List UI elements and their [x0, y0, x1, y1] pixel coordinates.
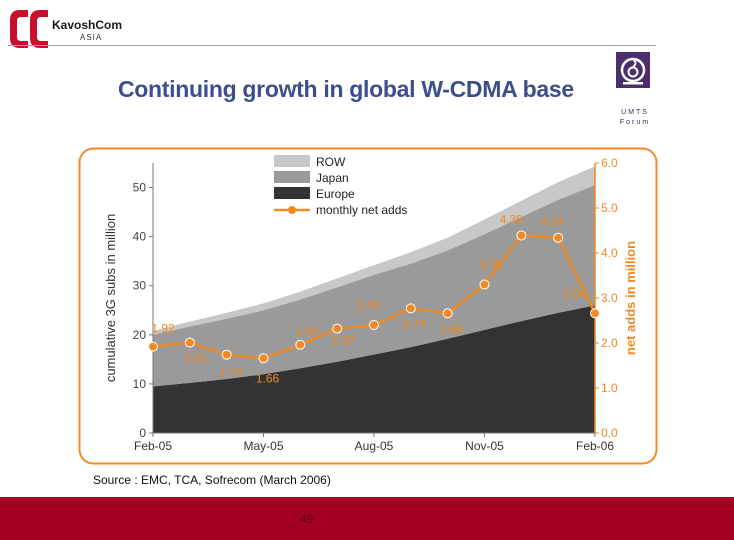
net-adds-point — [553, 232, 564, 243]
area-layer — [153, 166, 595, 433]
net-adds-point — [516, 230, 527, 241]
left-tick-label: 0 — [139, 426, 146, 440]
right-tick-label: 3.0 — [601, 291, 618, 305]
right-tick-label: 0.0 — [601, 426, 618, 440]
net-adds-data-label: 1.96 — [295, 324, 319, 338]
logo-subtitle: ASIA — [80, 33, 103, 42]
legend-swatch-europe — [274, 187, 310, 199]
net-adds-point — [221, 349, 232, 360]
legend-swatch-marker — [288, 206, 296, 214]
right-tick-label: 2.0 — [601, 336, 618, 350]
page-number: 49 — [300, 512, 314, 526]
net-adds-data-label: 2.66 — [563, 286, 587, 300]
slide-title: Continuing growth in global W-CDMA base — [118, 76, 574, 102]
source-note: Source : EMC, TCA, Sofrecom (March 2006) — [93, 473, 331, 487]
axes-layer: 0 10 20 30 40 50 0.0 1.0 2.0 3.0 4.0 5.0 6.0 Feb-05 Ma… — [103, 156, 638, 453]
net-adds-data-label: 2.77 — [403, 317, 427, 331]
x-tick-label: Feb-06 — [576, 439, 614, 453]
right-axis-title: net adds in million — [623, 241, 638, 355]
net-adds-data-label: 1.92 — [151, 322, 175, 336]
net-adds-point — [148, 341, 158, 352]
net-adds-point — [332, 323, 343, 334]
x-tick-label: Nov-05 — [465, 439, 504, 453]
left-tick-label: 30 — [133, 279, 147, 293]
x-tick-label: May-05 — [243, 439, 283, 453]
footer-bar — [0, 497, 734, 540]
right-tick-label: 6.0 — [601, 156, 618, 170]
net-adds-data-label: 1.66 — [256, 371, 280, 385]
logo-name: KavoshCom — [52, 18, 123, 32]
umts-logo-line1: UMTS — [621, 109, 649, 116]
x-tick-label: Aug-05 — [355, 439, 394, 453]
area-europe — [153, 305, 595, 433]
chart-container: 0 10 20 30 40 50 0.0 1.0 2.0 3.0 4.0 5.0 6.0 Feb-05 Ma… — [78, 147, 658, 465]
umts-logo-mark — [611, 50, 655, 104]
net-adds-data-label: 2.66 — [440, 322, 464, 336]
left-tick-label: 40 — [133, 230, 147, 244]
net-adds-data-label: 2.40 — [356, 298, 380, 312]
umts-forum-logo — [610, 46, 658, 132]
net-adds-point — [479, 279, 490, 290]
legend-label: monthly net adds — [316, 203, 407, 217]
legend-label: Europe — [316, 187, 355, 201]
legend-swatch-japan — [274, 171, 310, 183]
legend-label: Japan — [316, 171, 349, 185]
legend: ROW Japan Europe monthly net adds — [274, 155, 407, 217]
net-adds-point — [184, 337, 195, 348]
right-tick-label: 5.0 — [601, 201, 618, 215]
net-adds-point — [590, 308, 600, 319]
legend-label: ROW — [316, 155, 346, 169]
right-tick-label: 4.0 — [601, 246, 618, 260]
net-adds-line-layer: 1.92 2.01 1.74 1.66 1.96 2.32 2.40 2.77 2.66 3.30… — [148, 212, 600, 385]
left-tick-label: 10 — [133, 377, 147, 391]
kavoshcom-logo-mark — [10, 10, 48, 48]
net-adds-point — [442, 308, 453, 319]
left-tick-label: 50 — [133, 181, 147, 195]
right-tick-label: 1.0 — [601, 381, 618, 395]
umts-logo-line2: Forum — [619, 119, 651, 126]
net-adds-point — [369, 320, 379, 330]
wcdma-growth-chart: 0 10 20 30 40 50 0.0 1.0 2.0 3.0 4.0 5.0 6.0 Feb-05 Ma… — [78, 147, 658, 465]
net-adds-data-label: 3.30 — [479, 258, 503, 272]
net-adds-data-label: 4.39 — [500, 212, 524, 226]
x-tick-label: Feb-05 — [134, 439, 172, 453]
net-adds-data-label: 2.32 — [331, 334, 355, 348]
umts-logo-text: UMTS Forum — [612, 108, 658, 128]
left-tick-label: 20 — [133, 328, 147, 342]
net-adds-data-label: 2.01 — [184, 352, 208, 366]
header-divider — [8, 45, 656, 46]
area-japan — [153, 185, 595, 387]
net-adds-point — [405, 303, 416, 314]
net-adds-point — [295, 339, 306, 350]
net-adds-data-label: 4.34 — [540, 215, 564, 229]
left-axis-title: cumulative 3G subs in million — [103, 214, 118, 382]
legend-swatch-row — [274, 155, 310, 167]
net-adds-point — [258, 353, 269, 364]
kavoshcom-logo — [8, 6, 138, 52]
net-adds-data-label: 1.74 — [219, 366, 243, 380]
